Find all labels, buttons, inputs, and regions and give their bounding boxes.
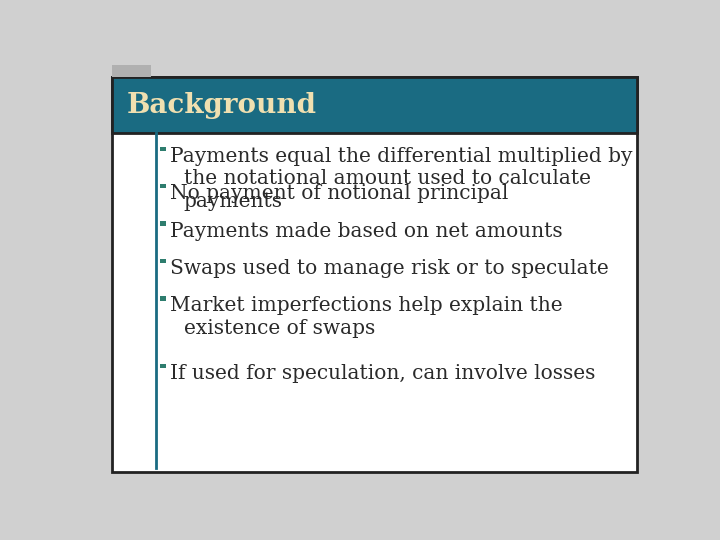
Text: existence of swaps: existence of swaps [184, 319, 375, 338]
Text: Background: Background [126, 92, 316, 119]
Text: payments: payments [184, 192, 283, 211]
Text: Payments made based on net amounts: Payments made based on net amounts [170, 221, 562, 240]
Bar [112, 65, 151, 77]
Bar [161, 296, 166, 301]
Text: Payments equal the differential multiplied by: Payments equal the differential multipli… [170, 147, 632, 166]
Bar [161, 363, 166, 368]
Text: Market imperfections help explain the: Market imperfections help explain the [170, 296, 562, 315]
Bar [161, 221, 166, 226]
Text: the notational amount used to calculate: the notational amount used to calculate [184, 169, 590, 188]
Text: No payment of notional principal: No payment of notional principal [170, 184, 508, 203]
Text: If used for speculation, can involve losses: If used for speculation, can involve los… [170, 364, 595, 383]
Bar [112, 77, 636, 133]
Bar [161, 147, 166, 151]
Text: Swaps used to manage risk or to speculate: Swaps used to manage risk or to speculat… [170, 259, 608, 278]
Bar [161, 184, 166, 188]
Bar [161, 259, 166, 263]
